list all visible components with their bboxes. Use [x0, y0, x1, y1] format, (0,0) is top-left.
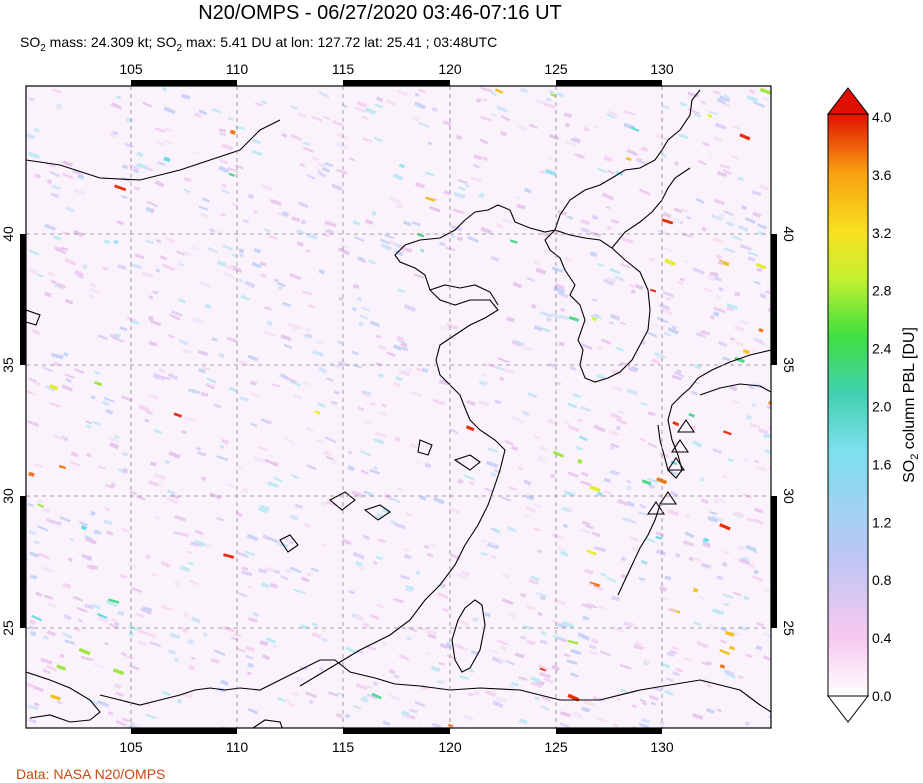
so2-pixel-field	[26, 86, 771, 728]
colorbar-tick-label: 4.0	[872, 109, 892, 125]
colorbar-tick-label: 2.0	[872, 399, 892, 415]
lat-tick-right: 40	[781, 226, 797, 242]
lat-tick-left: 35	[0, 357, 16, 373]
lon-tick-top: 110	[226, 61, 249, 77]
frame-scale-bars	[20, 80, 777, 734]
lon-tick-top: 120	[438, 61, 462, 77]
lon-tick-top: 125	[544, 61, 568, 77]
lat-tick-left: 30	[0, 488, 16, 504]
lon-tick-bottom: 105	[119, 739, 143, 755]
graticule	[26, 86, 771, 728]
lon-tick-bottom: 130	[650, 739, 674, 755]
colorbar-label: SO2 column PBL [DU]	[901, 327, 921, 483]
colorbar-tick-label: 3.2	[872, 225, 892, 241]
lon-tick-bottom: 120	[438, 739, 462, 755]
colorbar-tick-label: 3.6	[872, 167, 892, 183]
colorbar-tick-label: 2.8	[872, 283, 892, 299]
colorbar-gradient	[827, 113, 869, 697]
lon-tick-bottom: 115	[332, 739, 355, 755]
lon-tick-bottom: 125	[544, 739, 568, 755]
lat-tick-right: 30	[781, 488, 797, 504]
colorbar-tick-label: 2.4	[872, 341, 892, 357]
chart-title: N20/OMPS - 06/27/2020 03:46-07:16 UT	[198, 2, 562, 24]
colorbar-tick-label: 0.4	[872, 630, 892, 646]
colorbar-tick-label: 0.8	[872, 572, 892, 588]
colorbar-max-arrow	[826, 87, 870, 115]
colorbar: 4.0 3.6 3.2 2.8 2.4 2.0 1.6 1.2 0.8 0.4 0.0 SO2 co…	[826, 87, 921, 723]
colorbar-tick-label: 0.0	[872, 688, 892, 704]
colorbar-min-arrow	[826, 695, 870, 723]
colorbar-tick-label: 1.6	[872, 456, 892, 472]
triangle-volcano-icon	[646, 419, 696, 515]
lat-tick-right: 35	[781, 357, 797, 373]
map-background	[26, 86, 771, 728]
subtitle-so2-stats: SO2 mass: 24.309 kt; SO2 max: 5.41 DU at…	[20, 34, 498, 54]
colorbar-tick-label: 1.2	[872, 514, 892, 530]
lon-tick-top: 105	[119, 61, 143, 77]
lat-tick-left: 40	[0, 226, 16, 242]
data-source-credit: Data: NASA N20/OMPS	[16, 766, 166, 782]
lat-tick-right: 25	[781, 620, 797, 636]
lon-tick-top: 115	[332, 61, 355, 77]
coastlines	[26, 89, 771, 728]
lon-tick-bottom: 110	[226, 739, 249, 755]
lon-tick-top: 130	[650, 61, 674, 77]
lat-tick-left: 25	[0, 620, 16, 636]
